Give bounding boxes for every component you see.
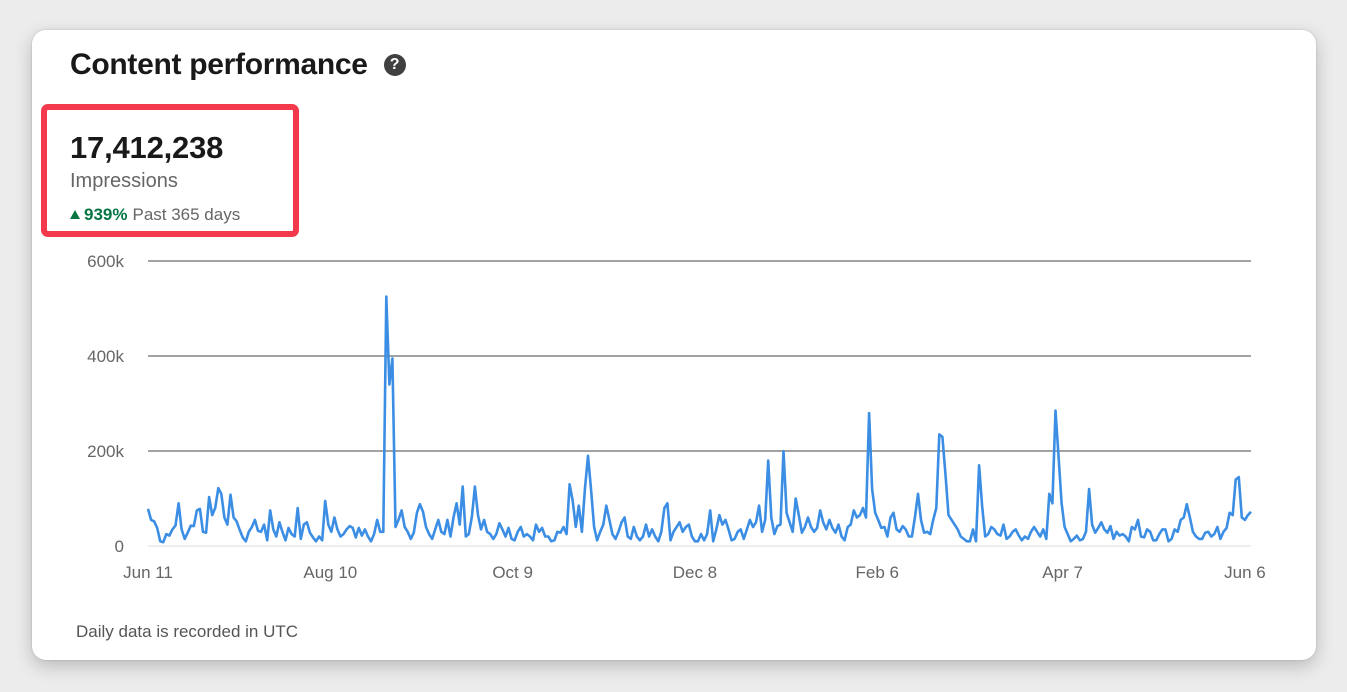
x-tick-label: Oct 9 — [492, 563, 533, 582]
impressions-line-chart: 0 200k 400k 600k Jun 11 Aug 10 Oct 9 Dec 8 Feb 6… — [87, 252, 1266, 582]
y-tick-label: 200k — [87, 442, 124, 461]
footer-note: Daily data is recorded in UTC — [76, 622, 299, 641]
content-performance-card: Content performance ? 17,412,238 Impress… — [32, 30, 1316, 660]
y-tick-label: 400k — [87, 347, 124, 366]
question-circle-icon[interactable]: ? — [383, 54, 406, 76]
impressions-label: Impressions — [70, 170, 178, 192]
card-header: Content performance ? — [70, 48, 406, 82]
x-tick-label: Jun 6 — [1224, 563, 1266, 582]
impressions-value: 17,412,238 — [70, 130, 224, 165]
trend-indicator: 939% Past 365 days — [70, 204, 240, 226]
trend-percent: 939% — [84, 205, 128, 224]
y-tick-label: 0 — [115, 537, 124, 556]
trend-period: Past 365 days — [132, 205, 241, 224]
x-tick-label: Apr 7 — [1042, 563, 1083, 582]
impressions-series-line — [146, 295, 1252, 544]
x-tick-label: Aug 10 — [303, 563, 357, 582]
y-tick-label: 600k — [87, 252, 124, 271]
x-tick-label: Dec 8 — [673, 563, 717, 582]
triangle-up-icon — [70, 209, 80, 219]
impressions-summary-highlight: 17,412,238 Impressions 939% Past 365 day… — [41, 104, 299, 237]
x-tick-label: Jun 11 — [123, 563, 173, 582]
x-tick-label: Feb 6 — [856, 563, 899, 582]
card-title: Content performance — [70, 48, 368, 81]
